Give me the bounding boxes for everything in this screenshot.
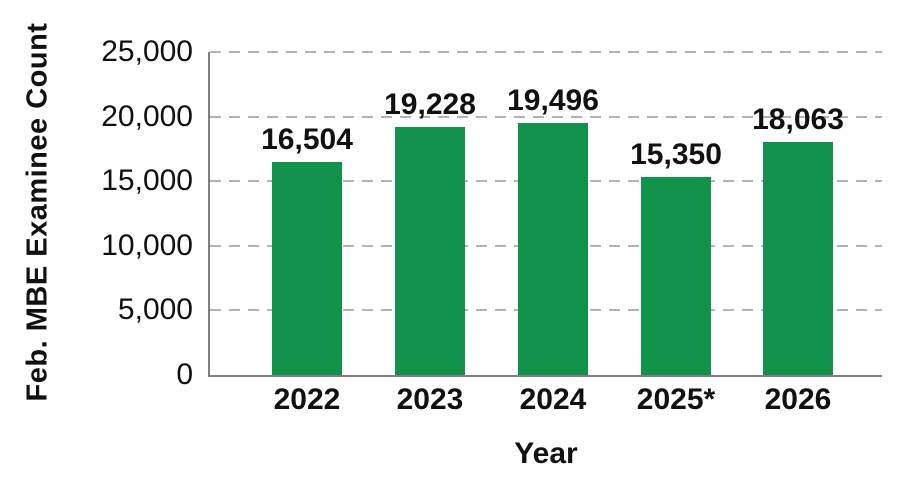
y-tick-label: 25,000: [101, 35, 193, 68]
y-axis-title: Feb. MBE Examinee Count: [21, 22, 54, 402]
x-tick-label: 2024: [519, 383, 587, 416]
x-tick-label: 2023: [396, 383, 464, 416]
bar-2024: [518, 123, 588, 375]
x-tick-label: 2022: [273, 383, 341, 416]
gridline-25000: [210, 51, 882, 53]
y-tick-label: 15,000: [101, 164, 193, 198]
y-tick-label: 10,000: [101, 228, 193, 262]
x-tick-label: 2025*: [636, 383, 716, 416]
bar-value-label: 18,063: [752, 102, 844, 136]
x-axis-title: Year: [514, 437, 578, 470]
y-tick-label: 5,000: [117, 293, 193, 327]
bar-value-label: 15,350: [630, 137, 722, 171]
plot-area: 16,504 19,228 19,496 15,350 18,063: [208, 51, 882, 377]
bar-2023: [395, 126, 465, 375]
bar-2025*: [641, 176, 711, 375]
bar-2026: [763, 141, 833, 375]
bar-value-label: 19,228: [384, 87, 476, 121]
y-tick-label: 20,000: [101, 99, 193, 133]
bar-value-label: 16,504: [261, 122, 353, 156]
bar-2022: [272, 161, 342, 375]
bar-value-label: 19,496: [507, 84, 599, 118]
y-tick-label: 0: [176, 358, 193, 391]
gridline-20000: [210, 115, 882, 118]
x-tick-label: 2026: [764, 383, 832, 416]
